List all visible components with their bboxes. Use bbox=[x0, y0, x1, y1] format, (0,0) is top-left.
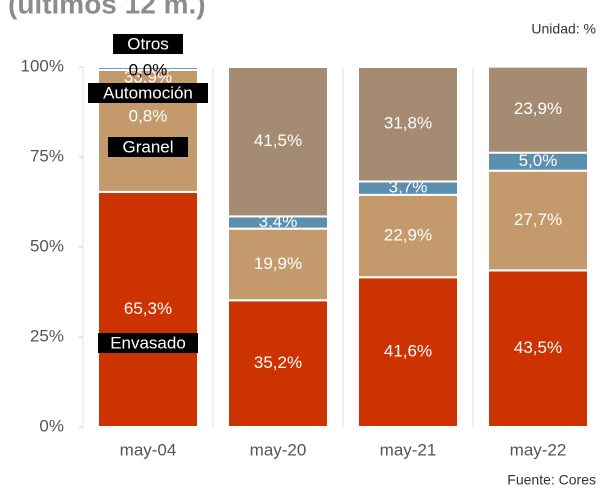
unit-label: Unidad: % bbox=[531, 21, 596, 37]
legend-label: Automoción bbox=[103, 83, 193, 102]
x-tick-label: may-21 bbox=[380, 440, 437, 459]
bar-segment bbox=[97, 190, 199, 428]
value-label: 19,9% bbox=[254, 254, 302, 273]
value-label: 31,8% bbox=[384, 114, 432, 133]
legend-box bbox=[98, 333, 198, 353]
x-tick-label: may-04 bbox=[120, 440, 177, 459]
y-tick-label: 25% bbox=[30, 326, 64, 345]
y-tick-label: 75% bbox=[30, 146, 64, 165]
bar-segment bbox=[227, 227, 329, 302]
y-tick-label: 0% bbox=[39, 416, 64, 435]
legend-label: Granel bbox=[122, 137, 173, 156]
source-label: Fuente: Cores bbox=[507, 472, 596, 488]
bar-segment bbox=[487, 65, 589, 154]
value-label: 22,9% bbox=[384, 226, 432, 245]
legend-box bbox=[113, 34, 183, 54]
bar-segment bbox=[227, 299, 329, 428]
value-label: 23,9% bbox=[514, 99, 562, 118]
value-label: 41,6% bbox=[384, 342, 432, 361]
legend-label: Otros bbox=[127, 34, 169, 53]
value-label: 35,2% bbox=[254, 353, 302, 372]
value-label: 27,7% bbox=[514, 210, 562, 229]
x-tick-label: may-20 bbox=[250, 440, 307, 459]
legend-label: Envasado bbox=[110, 333, 186, 352]
value-label: 0,8% bbox=[129, 106, 168, 125]
value-label: 43,5% bbox=[514, 338, 562, 357]
legend-box bbox=[88, 83, 208, 103]
legend-box bbox=[108, 137, 188, 157]
value-label: 5,0% bbox=[519, 151, 558, 170]
bar-segment bbox=[487, 169, 589, 272]
value-label: 0,0% bbox=[129, 60, 168, 79]
y-tick-label: 50% bbox=[30, 236, 64, 255]
x-tick-label: may-22 bbox=[510, 440, 567, 459]
chart-title: (últimos 12 m.) bbox=[8, 0, 206, 19]
value-label: 41,5% bbox=[254, 131, 302, 150]
bar-segment bbox=[97, 66, 199, 71]
value-label: 65,3% bbox=[124, 299, 172, 318]
bar-segment bbox=[227, 66, 329, 218]
bar-segment bbox=[357, 66, 459, 183]
y-tick-label: 100% bbox=[21, 56, 64, 75]
bar-segment bbox=[357, 276, 459, 428]
value-label: 33,9% bbox=[124, 67, 172, 86]
